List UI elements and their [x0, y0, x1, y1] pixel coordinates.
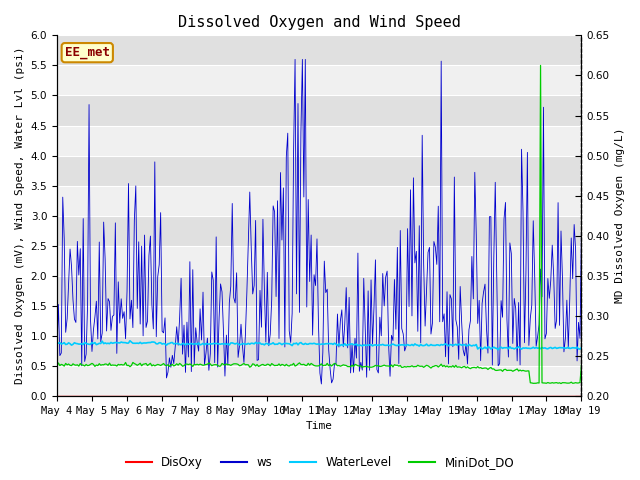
Line: ws: ws — [57, 60, 582, 384]
ws — [578, 225, 586, 230]
WaterLevel — [237, 341, 245, 347]
ws — [209, 277, 217, 283]
WaterLevel — [494, 347, 502, 353]
WaterLevel — [53, 340, 61, 346]
WaterLevel — [551, 345, 559, 350]
DisOxy — [578, 393, 586, 399]
WaterLevel — [228, 340, 236, 346]
WaterLevel — [284, 341, 292, 347]
Bar — [57, 216, 582, 246]
Bar — [57, 36, 582, 65]
DisOxy — [548, 393, 556, 399]
ws — [282, 154, 290, 159]
DisOxy — [117, 393, 125, 399]
Bar — [57, 246, 582, 276]
DisOxy — [236, 393, 243, 399]
Bar — [57, 156, 582, 186]
MiniDot_DO — [209, 362, 217, 368]
MiniDot_DO — [53, 363, 61, 369]
DisOxy — [227, 393, 235, 399]
DisOxy — [53, 393, 61, 399]
MiniDot_DO — [578, 362, 586, 368]
ws — [117, 296, 125, 302]
Bar — [57, 126, 582, 156]
Bar — [57, 306, 582, 336]
MiniDot_DO — [550, 380, 557, 386]
Text: EE_met: EE_met — [65, 46, 110, 59]
DisOxy — [209, 393, 217, 399]
ws — [551, 325, 559, 331]
MiniDot_DO — [227, 362, 235, 368]
Bar — [57, 96, 582, 126]
MiniDot_DO — [236, 363, 243, 369]
ws — [291, 57, 299, 62]
Legend: DisOxy, ws, WaterLevel, MiniDot_DO: DisOxy, ws, WaterLevel, MiniDot_DO — [121, 452, 519, 474]
MiniDot_DO — [557, 381, 565, 386]
WaterLevel — [126, 338, 134, 344]
Line: WaterLevel: WaterLevel — [57, 341, 582, 350]
ws — [227, 283, 235, 289]
Y-axis label: MD Dissolved Oxygen (mg/L): MD Dissolved Oxygen (mg/L) — [615, 128, 625, 303]
WaterLevel — [211, 341, 218, 347]
Y-axis label: Dissolved Oxygen (mV), Wind Speed, Water Lvl (psi): Dissolved Oxygen (mV), Wind Speed, Water… — [15, 47, 25, 384]
MiniDot_DO — [117, 361, 125, 367]
MiniDot_DO — [282, 361, 290, 367]
ws — [317, 381, 325, 387]
Line: MiniDot_DO: MiniDot_DO — [57, 65, 582, 384]
Bar — [57, 186, 582, 216]
WaterLevel — [117, 339, 125, 345]
X-axis label: Time: Time — [306, 421, 333, 432]
Title: Dissolved Oxygen and Wind Speed: Dissolved Oxygen and Wind Speed — [178, 15, 461, 30]
Bar — [57, 276, 582, 306]
ws — [53, 351, 61, 357]
DisOxy — [282, 393, 290, 399]
Bar — [57, 366, 582, 396]
Bar — [57, 65, 582, 96]
ws — [236, 343, 243, 348]
WaterLevel — [578, 345, 586, 350]
MiniDot_DO — [537, 62, 545, 68]
Bar — [57, 336, 582, 366]
